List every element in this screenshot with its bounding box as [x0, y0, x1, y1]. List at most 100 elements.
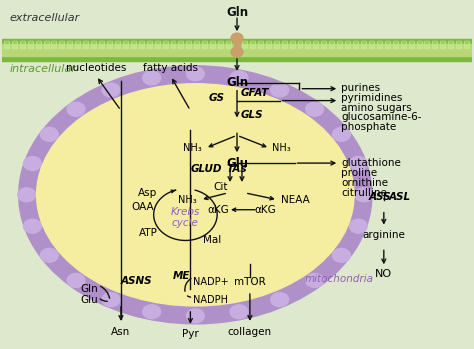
- Text: ASNS: ASNS: [121, 276, 153, 286]
- Text: citrulline: citrulline: [341, 188, 387, 198]
- Text: amino sugars: amino sugars: [341, 103, 412, 113]
- Bar: [448, 41, 453, 48]
- Text: NADPH: NADPH: [193, 295, 228, 305]
- Bar: [410, 40, 412, 43]
- Bar: [282, 41, 287, 48]
- Text: phosphate: phosphate: [341, 122, 396, 132]
- Ellipse shape: [186, 67, 204, 81]
- Bar: [370, 40, 373, 43]
- Bar: [226, 41, 231, 48]
- Bar: [354, 40, 357, 43]
- Bar: [337, 41, 342, 48]
- Bar: [291, 40, 293, 43]
- Ellipse shape: [102, 293, 120, 306]
- Bar: [329, 41, 334, 48]
- Bar: [210, 41, 215, 48]
- Ellipse shape: [230, 305, 248, 319]
- Ellipse shape: [332, 127, 350, 141]
- Bar: [203, 40, 206, 43]
- Bar: [290, 41, 294, 48]
- Bar: [123, 41, 128, 48]
- Text: NH₃: NH₃: [178, 195, 196, 205]
- Bar: [75, 41, 80, 48]
- Bar: [353, 41, 358, 48]
- Bar: [322, 40, 325, 43]
- Bar: [234, 41, 239, 48]
- Text: extracellular: extracellular: [10, 13, 80, 23]
- Ellipse shape: [18, 188, 36, 202]
- Ellipse shape: [102, 83, 120, 97]
- Text: Pyr: Pyr: [182, 329, 199, 339]
- Bar: [2, 39, 472, 61]
- Bar: [67, 41, 73, 48]
- Bar: [2, 44, 472, 56]
- Bar: [140, 40, 143, 43]
- Text: nucleotides: nucleotides: [66, 63, 126, 73]
- Ellipse shape: [271, 83, 289, 97]
- Text: Gln: Gln: [226, 76, 248, 89]
- Bar: [194, 41, 199, 48]
- Ellipse shape: [36, 84, 354, 306]
- Bar: [432, 41, 438, 48]
- Text: Glu: Glu: [81, 295, 98, 305]
- Bar: [433, 40, 437, 43]
- Text: pyrimidines: pyrimidines: [341, 92, 402, 103]
- Bar: [131, 41, 136, 48]
- Bar: [163, 41, 167, 48]
- Bar: [378, 40, 381, 43]
- Text: Mal: Mal: [203, 236, 221, 245]
- Bar: [425, 41, 429, 48]
- Bar: [307, 40, 310, 43]
- Bar: [115, 41, 120, 48]
- Text: ASS: ASS: [369, 192, 392, 202]
- Bar: [251, 40, 254, 43]
- Text: intracellular: intracellular: [10, 64, 77, 74]
- Bar: [314, 40, 318, 43]
- Bar: [68, 40, 71, 43]
- Bar: [465, 40, 468, 43]
- Text: collagen: collagen: [228, 327, 272, 337]
- Bar: [83, 41, 88, 48]
- Bar: [401, 41, 406, 48]
- Bar: [21, 40, 24, 43]
- Bar: [60, 40, 64, 43]
- Text: mitochondria: mitochondria: [304, 274, 374, 284]
- Bar: [132, 40, 135, 43]
- Text: mTOR: mTOR: [234, 277, 266, 287]
- Ellipse shape: [355, 188, 373, 202]
- Bar: [361, 41, 366, 48]
- Ellipse shape: [271, 293, 289, 306]
- Text: ornithine: ornithine: [341, 178, 388, 188]
- Bar: [394, 40, 397, 43]
- Bar: [219, 40, 222, 43]
- Bar: [464, 41, 469, 48]
- Bar: [180, 40, 182, 43]
- Ellipse shape: [19, 66, 372, 324]
- Bar: [321, 41, 326, 48]
- Bar: [116, 40, 119, 43]
- Bar: [84, 40, 87, 43]
- Ellipse shape: [67, 274, 85, 287]
- Bar: [4, 41, 9, 48]
- Bar: [377, 41, 382, 48]
- Ellipse shape: [186, 309, 204, 323]
- Bar: [345, 41, 350, 48]
- Text: cycle: cycle: [172, 218, 199, 228]
- Bar: [283, 40, 286, 43]
- Bar: [456, 41, 461, 48]
- Bar: [99, 41, 104, 48]
- Bar: [179, 41, 183, 48]
- Text: GLS: GLS: [241, 110, 264, 120]
- Ellipse shape: [67, 102, 85, 116]
- Bar: [52, 41, 56, 48]
- Text: NH₃: NH₃: [272, 143, 291, 153]
- Bar: [385, 41, 390, 48]
- Ellipse shape: [306, 102, 324, 116]
- Bar: [147, 41, 152, 48]
- Text: ASL: ASL: [389, 192, 411, 202]
- Bar: [172, 40, 174, 43]
- Bar: [12, 41, 17, 48]
- Bar: [299, 40, 301, 43]
- Text: ME: ME: [173, 271, 191, 281]
- Text: αKG: αKG: [207, 205, 229, 215]
